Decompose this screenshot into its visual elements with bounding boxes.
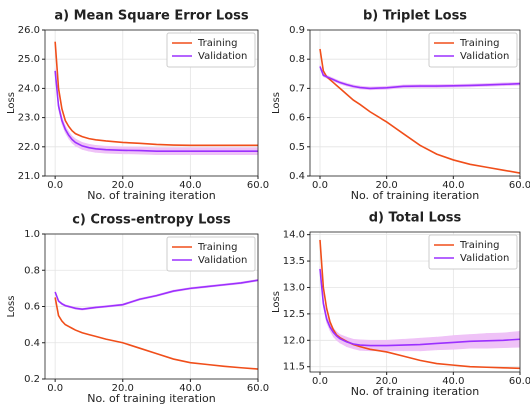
legend-label: Validation xyxy=(460,51,509,62)
line-series xyxy=(319,239,521,370)
x-tick-label: 40.0 xyxy=(179,180,201,191)
line-series xyxy=(54,70,258,152)
legend-box xyxy=(166,32,256,68)
y-tick-label: 26.0 xyxy=(18,25,40,36)
y-tick-label: 0.7 xyxy=(289,83,305,94)
y-tick-label: 0.8 xyxy=(289,54,305,65)
y-tick-label: 24.0 xyxy=(18,83,40,94)
x-tick-label: 40.0 xyxy=(442,376,464,387)
subplot: 0.0 20.0 40.0 60.0 0.4 0.5 0.6 0.7 0.8 0.9 b) Trip… xyxy=(271,9,530,203)
y-axis-label: Loss xyxy=(271,291,282,313)
y-tick-label: 12.0 xyxy=(283,335,305,346)
y-tick-label: 0.4 xyxy=(24,338,40,349)
y-tick-label: 14.0 xyxy=(283,230,305,241)
axes-frame xyxy=(44,233,259,380)
axes-frame xyxy=(309,231,521,373)
legend-label: Validation xyxy=(460,253,509,264)
y-tick-label: 0.5 xyxy=(289,142,305,153)
x-tick-label: 0.0 xyxy=(47,383,63,394)
subplot: 0.0 20.0 40.0 60.0 11.5 12.0 12.5 13.0 13.5 14.0 d… xyxy=(271,211,530,399)
x-tick-label: 20.0 xyxy=(112,180,134,191)
chart-title: b) Triplet Loss xyxy=(363,9,467,24)
x-tick-label: 0.0 xyxy=(312,180,328,191)
y-tick-label: 21.0 xyxy=(18,171,40,182)
legend-label: Training xyxy=(197,242,237,253)
chart-title: a) Mean Square Error Loss xyxy=(54,9,249,24)
line-series xyxy=(54,41,258,147)
x-tick-label: 20.0 xyxy=(376,180,398,191)
legend-label: Validation xyxy=(198,51,247,62)
legend-label: Training xyxy=(197,38,237,49)
x-axis-label: No. of training iteration xyxy=(87,189,215,202)
line-series xyxy=(319,48,521,174)
y-tick-label: 0.4 xyxy=(289,171,305,182)
axes-frame xyxy=(44,29,259,177)
x-tick-label: 60.0 xyxy=(247,180,269,191)
y-tick-label: 0.8 xyxy=(24,265,40,276)
x-tick-label: 60.0 xyxy=(509,180,530,191)
y-axis-label: Loss xyxy=(6,296,17,318)
x-axis-label: No. of training iteration xyxy=(351,385,479,398)
line-series xyxy=(319,66,521,90)
x-tick-label: 60.0 xyxy=(509,376,530,387)
y-tick-label: 23.0 xyxy=(18,113,40,124)
line-series xyxy=(54,297,259,370)
y-tick-label: 22.0 xyxy=(18,142,40,153)
legend-box xyxy=(166,236,256,272)
line-series xyxy=(319,268,521,347)
subplot: 0.0 20.0 40.0 60.0 21.0 22.0 23.0 24.0 25.0 26.0 a… xyxy=(6,9,269,203)
chart-title: c) Cross-entropy Loss xyxy=(72,213,231,228)
legend-label: Validation xyxy=(198,255,247,266)
legend-box xyxy=(428,32,518,68)
y-axis-label: Loss xyxy=(6,92,17,114)
x-axis-label: No. of training iteration xyxy=(87,392,215,405)
x-tick-label: 0.0 xyxy=(312,376,328,387)
y-tick-label: 13.5 xyxy=(283,256,305,267)
y-tick-label: 25.0 xyxy=(18,54,40,65)
chart-title: d) Total Loss xyxy=(369,211,462,226)
x-tick-label: 20.0 xyxy=(112,383,134,394)
y-tick-label: 13.0 xyxy=(283,282,305,293)
y-tick-label: 1.0 xyxy=(24,229,40,240)
y-tick-label: 0.6 xyxy=(289,113,305,124)
legend-label: Training xyxy=(459,38,499,49)
y-axis-label: Loss xyxy=(271,92,282,114)
x-tick-label: 20.0 xyxy=(376,376,398,387)
axes-frame xyxy=(309,29,521,177)
line-series xyxy=(54,279,259,311)
y-tick-label: 0.9 xyxy=(289,25,305,36)
x-tick-label: 60.0 xyxy=(247,383,269,394)
x-tick-label: 40.0 xyxy=(179,383,201,394)
y-tick-label: 0.6 xyxy=(24,302,40,313)
x-tick-label: 40.0 xyxy=(442,180,464,191)
legend-label: Training xyxy=(459,240,499,251)
y-tick-label: 11.5 xyxy=(283,362,305,373)
subplot: 0.0 20.0 40.0 60.0 0.2 0.4 0.6 0.8 1.0 c) Cross-e… xyxy=(6,213,269,406)
x-tick-label: 0.0 xyxy=(47,180,63,191)
x-axis-label: No. of training iteration xyxy=(351,189,479,202)
legend-box xyxy=(428,234,518,270)
y-tick-label: 0.2 xyxy=(24,374,40,385)
y-tick-label: 12.5 xyxy=(283,309,305,320)
